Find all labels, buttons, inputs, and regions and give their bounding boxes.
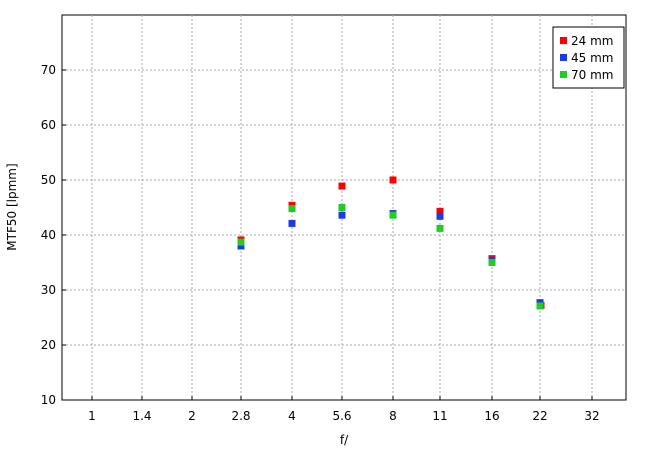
legend-marker	[560, 37, 567, 44]
legend-label: 24 mm	[571, 34, 613, 48]
y-tick-label: 40	[41, 228, 56, 242]
y-tick-label: 20	[41, 338, 56, 352]
data-point-24-mm	[389, 176, 397, 184]
legend: 24 mm 45 mm 70 mm	[552, 26, 625, 89]
x-tick-label: 2.8	[231, 409, 250, 423]
x-tick-label: 4	[288, 409, 296, 423]
legend-marker	[560, 54, 567, 61]
y-tick-label: 30	[41, 283, 56, 297]
data-point-45-mm	[237, 242, 245, 250]
data-point-70-mm	[288, 205, 296, 213]
x-tick-label: 1.4	[132, 409, 151, 423]
x-tick-label: 2	[188, 409, 196, 423]
legend-label: 45 mm	[571, 51, 613, 65]
data-point-70-mm	[389, 211, 397, 219]
data-point-70-mm	[338, 204, 346, 211]
data-point-24-mm	[338, 182, 346, 190]
x-tick-label: 1	[88, 409, 96, 423]
x-axis-label: f/	[340, 433, 349, 447]
y-tick-label: 10	[41, 393, 56, 407]
data-point-70-mm	[536, 302, 544, 310]
data-point-70-mm	[488, 259, 496, 266]
y-axis-label: MTF50 [lpmm]	[5, 163, 19, 250]
data-point-70-mm	[436, 224, 444, 232]
y-tick-label: 50	[41, 173, 56, 187]
x-tick-label: 8	[389, 409, 397, 423]
data-point-70-mm	[237, 238, 245, 246]
data-point-24-mm	[436, 207, 444, 215]
y-tick-label: 60	[41, 118, 56, 132]
y-tick-label: 70	[41, 63, 56, 77]
data-point-45-mm	[338, 211, 346, 219]
x-tick-label: 5.6	[332, 409, 351, 423]
x-tick-label: 16	[484, 409, 499, 423]
x-tick-label: 11	[432, 409, 447, 423]
data-point-45-mm	[288, 219, 296, 227]
data-point-45-mm	[436, 212, 444, 220]
x-tick-label: 32	[584, 409, 599, 423]
legend-marker	[560, 71, 567, 78]
x-tick-label: 22	[532, 409, 547, 423]
legend-label: 70 mm	[571, 68, 613, 82]
